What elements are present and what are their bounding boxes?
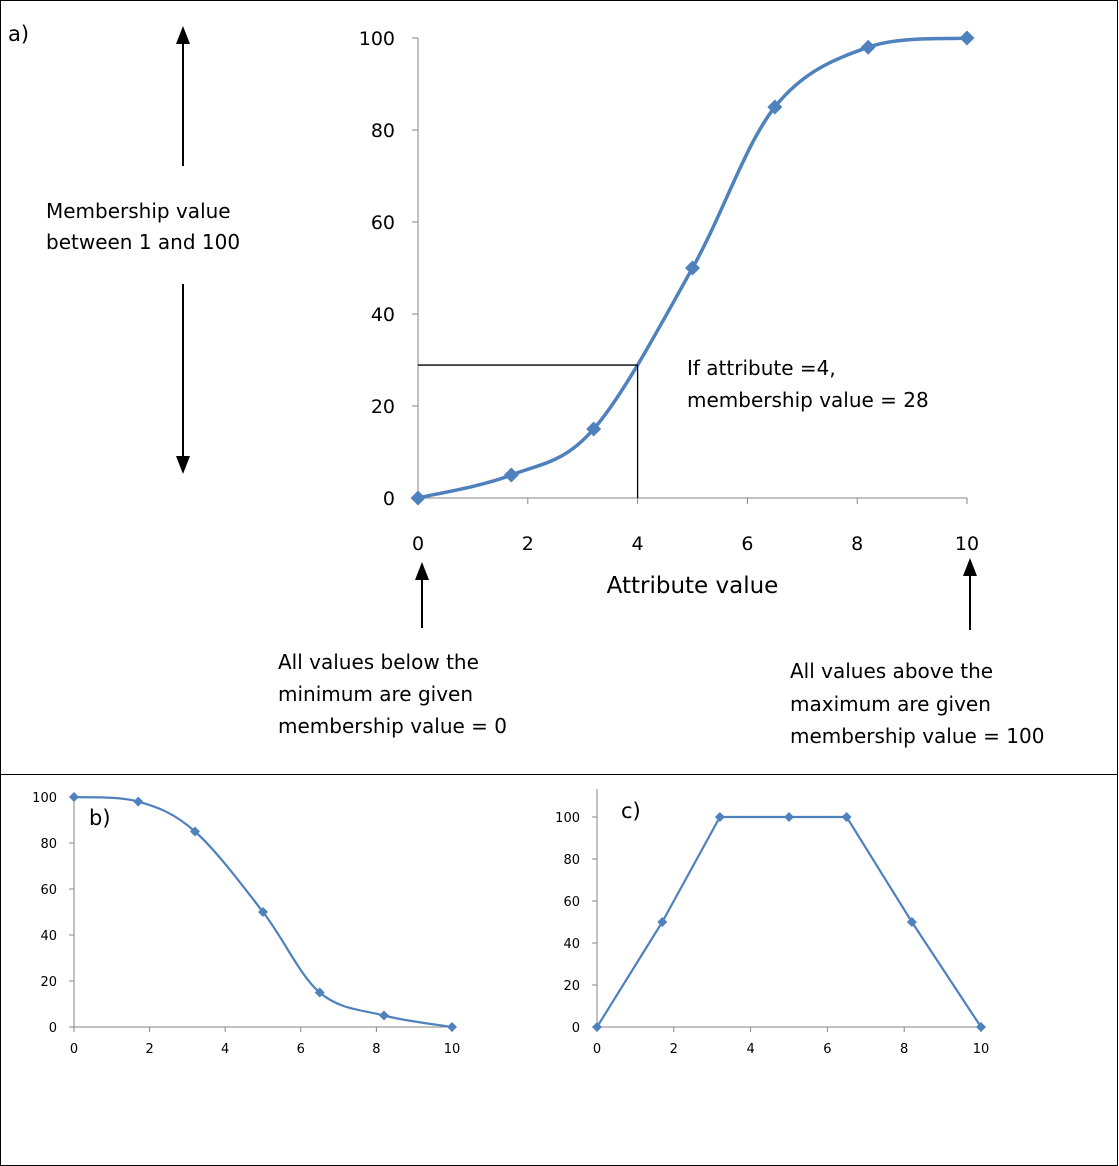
y-tick-label: 40 <box>40 929 57 944</box>
data-point-marker <box>784 812 794 822</box>
x-tick-label: 8 <box>372 1042 380 1057</box>
data-point-marker <box>959 30 975 46</box>
data-point-marker <box>714 812 725 822</box>
y-tick-label: 60 <box>40 883 57 898</box>
panel-label-b: b) <box>89 806 111 830</box>
panel-label-c: c) <box>621 799 641 823</box>
y-tick-label: 100 <box>555 811 580 826</box>
y-tick-label: 60 <box>563 895 580 910</box>
data-point-marker <box>189 826 200 837</box>
membership-label-line1: Membership value <box>46 199 231 223</box>
data-point-marker <box>860 39 876 55</box>
membership-label-line2: between 1 and 100 <box>46 230 240 254</box>
membership-arrow <box>176 26 190 474</box>
y-tick-label: 80 <box>40 837 57 852</box>
data-point-marker <box>378 1010 389 1021</box>
y-tick-label: 0 <box>572 1021 580 1036</box>
y-tick-label: 0 <box>383 488 395 510</box>
y-tick-label: 0 <box>49 1021 57 1036</box>
x-tick-label: 10 <box>444 1042 461 1057</box>
data-point-marker <box>976 1022 986 1032</box>
y-tick-label: 20 <box>371 396 395 418</box>
data-point-marker <box>657 917 668 927</box>
series-line <box>596 815 982 1028</box>
x-tick-label: 4 <box>746 1042 754 1057</box>
y-tick-label: 20 <box>563 979 580 994</box>
data-point-marker <box>841 812 852 822</box>
x-tick-label: 6 <box>741 533 753 555</box>
chart-b: 0 20 40 60 80 100 0 2 4 6 8 10 <box>32 791 460 1057</box>
data-point-marker <box>685 260 700 276</box>
x-tick-label: 10 <box>973 1042 990 1057</box>
data-point-marker <box>592 1022 602 1032</box>
example-label-line2: membership value = 28 <box>687 388 929 412</box>
data-point-marker <box>133 796 144 807</box>
y-tick-label: 100 <box>32 791 57 806</box>
x-tick-label: 2 <box>522 533 534 555</box>
example-label-line1: If attribute =4, <box>687 356 836 380</box>
chart-a: 0 20 40 60 80 100 0 2 4 6 8 10 Attribute value <box>359 28 979 599</box>
below-min-line2: minimum are given <box>278 682 473 706</box>
above-max-line2: maximum are given <box>790 692 991 716</box>
data-point-marker <box>314 987 325 998</box>
data-point-marker <box>906 917 917 927</box>
y-tick-label: 80 <box>371 120 395 142</box>
above-max-line3: membership value = 100 <box>790 724 1044 748</box>
x-tick-label: 0 <box>412 533 424 555</box>
y-tick-label: 40 <box>563 937 580 952</box>
panel-bc-border <box>0 774 1118 1166</box>
data-point-marker <box>447 1022 457 1032</box>
data-point-marker <box>69 792 79 802</box>
data-point-marker <box>410 490 426 506</box>
data-point-marker <box>503 467 519 483</box>
panel-label-a: a) <box>8 22 29 46</box>
x-tick-label: 6 <box>823 1042 831 1057</box>
minimum-arrow <box>415 562 429 628</box>
x-tick-label: 6 <box>297 1042 305 1057</box>
x-tick-label: 2 <box>145 1042 153 1057</box>
y-tick-label: 100 <box>359 28 395 50</box>
x-tick-label: 8 <box>900 1042 908 1057</box>
y-tick-label: 40 <box>371 304 395 326</box>
chart-c: 0 20 40 60 80 100 0 2 4 6 8 10 <box>555 789 989 1057</box>
x-tick-label: 0 <box>593 1042 601 1057</box>
below-min-line1: All values below the <box>278 650 479 674</box>
x-tick-label: 2 <box>670 1042 678 1057</box>
data-point-marker <box>586 421 602 437</box>
x-tick-label: 8 <box>851 533 863 555</box>
maximum-arrow <box>963 558 977 630</box>
data-point-marker <box>258 907 268 917</box>
above-max-line1: All values above the <box>790 659 993 683</box>
x-tick-label: 4 <box>632 533 644 555</box>
y-tick-label: 60 <box>371 212 395 234</box>
x-axis-title: Attribute value <box>607 573 779 599</box>
x-tick-label: 4 <box>221 1042 229 1057</box>
y-tick-label: 80 <box>563 853 580 868</box>
y-tick-label: 20 <box>40 975 57 990</box>
x-tick-label: 10 <box>955 533 979 555</box>
x-tick-label: 0 <box>70 1042 78 1057</box>
data-point-marker <box>767 99 783 115</box>
below-min-line3: membership value = 0 <box>278 714 507 738</box>
